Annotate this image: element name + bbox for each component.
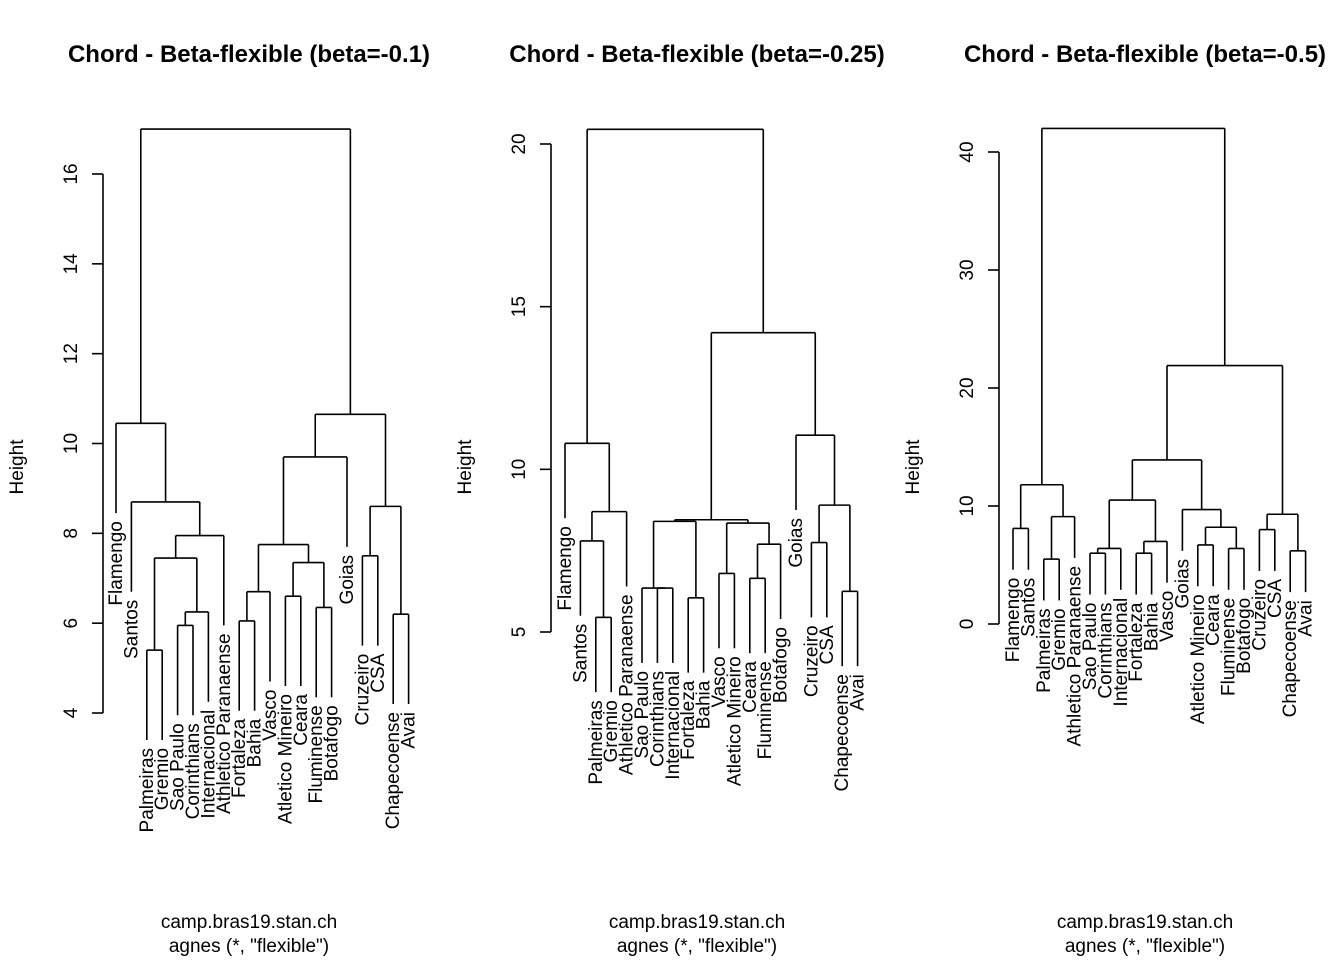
dendrogram-panel-1: Chord - Beta-flexible (beta=-0.1) Height c… bbox=[7, 41, 430, 957]
x-axis-label: camp.bras19.stan.ch bbox=[161, 912, 337, 933]
leaf-label: Gremio bbox=[601, 700, 622, 762]
leaf-label: Cruzeiro bbox=[801, 625, 822, 697]
leaf-label: Palmeiras bbox=[586, 700, 607, 784]
y-tick-label: 0 bbox=[957, 619, 978, 630]
panel-title: Chord - Beta-flexible (beta=-0.5) bbox=[964, 41, 1326, 68]
dendrogram-panel-3: Chord - Beta-flexible (beta=-0.5) Height c… bbox=[903, 41, 1326, 957]
y-tick-label: 30 bbox=[957, 259, 978, 280]
leaf-label: CSA bbox=[817, 625, 838, 664]
plot-subtitle: agnes (*, "flexible") bbox=[1065, 936, 1225, 957]
leaf-label: Santos bbox=[121, 600, 142, 659]
leaf-label: Atletico Mineiro bbox=[724, 656, 745, 786]
leaf-label: Sao Paulo bbox=[168, 723, 189, 811]
leaf-label: Ceara bbox=[1203, 594, 1224, 646]
leaf-label: Bahia bbox=[1142, 602, 1163, 651]
leaf-label: Botafogo bbox=[771, 627, 792, 703]
leaf-label: Fluminense bbox=[306, 705, 327, 803]
y-tick-label: 15 bbox=[509, 296, 530, 317]
leaf-label: Santos bbox=[1018, 578, 1039, 637]
leaf-label: Flamengo bbox=[106, 521, 127, 606]
leaf-label: Corinthians bbox=[183, 723, 204, 819]
y-tick-label: 5 bbox=[509, 627, 530, 638]
leaf-label: Athletico Paranaense bbox=[617, 594, 638, 775]
leaf-label: Sao Paulo bbox=[632, 671, 653, 759]
y-tick-label: 10 bbox=[509, 459, 530, 480]
leaf-label: Vasco bbox=[709, 656, 730, 707]
leaf-label: Fortaleza bbox=[1126, 602, 1147, 682]
y-tick-label: 4 bbox=[61, 707, 82, 718]
leaf-label: Flamengo bbox=[1003, 578, 1024, 663]
leaf-label: Gremio bbox=[1049, 608, 1070, 670]
panel-title: Chord - Beta-flexible (beta=-0.25) bbox=[509, 41, 884, 68]
leaf-label: Fluminense bbox=[755, 661, 776, 759]
leaf-label: Avai bbox=[399, 712, 420, 749]
leaf-label: Fortaleza bbox=[678, 680, 699, 760]
y-axis-label: Height bbox=[7, 439, 28, 495]
leaf-label: Goias bbox=[337, 555, 358, 605]
leaf-label: CSA bbox=[1265, 579, 1286, 618]
plot-subtitle: agnes (*, "flexible") bbox=[169, 936, 329, 957]
leaf-label: Corinthians bbox=[647, 671, 668, 767]
leaf-label: Goias bbox=[786, 518, 807, 568]
x-axis-label: camp.bras19.stan.ch bbox=[609, 912, 785, 933]
leaf-label: Ceara bbox=[291, 694, 312, 746]
y-tick-label: 20 bbox=[509, 133, 530, 154]
leaf-label: Botafogo bbox=[1234, 598, 1255, 674]
leaf-label: Corinthians bbox=[1095, 603, 1116, 699]
leaf-label: Palmeiras bbox=[137, 748, 158, 832]
y-axis-label: Height bbox=[455, 439, 476, 495]
leaf-label: Chapecoense bbox=[383, 712, 404, 829]
y-tick-label: 16 bbox=[61, 163, 82, 184]
leaf-label: Bahia bbox=[245, 718, 266, 767]
y-tick-label: 14 bbox=[61, 253, 82, 275]
y-tick-label: 40 bbox=[957, 141, 978, 162]
leaf-label: Chapecoense bbox=[1280, 600, 1301, 717]
y-tick-label: 6 bbox=[61, 618, 82, 629]
leaf-label: Goias bbox=[1172, 559, 1193, 609]
leaf-label: CSA bbox=[368, 653, 389, 692]
leaf-label: Internacional bbox=[198, 710, 219, 819]
leaf-label: Vasco bbox=[260, 690, 281, 741]
leaf-label: Cruzeiro bbox=[1249, 579, 1270, 651]
y-tick-label: 10 bbox=[957, 495, 978, 516]
leaf-label: Botafogo bbox=[322, 705, 343, 781]
leaf-label: Sao Paulo bbox=[1080, 603, 1101, 691]
leaf-label: Athletico Paranaense bbox=[1065, 566, 1086, 747]
y-axis-label: Height bbox=[903, 439, 924, 495]
leaf-label: Vasco bbox=[1157, 591, 1178, 642]
leaf-label: Fortaleza bbox=[229, 718, 250, 798]
leaf-label: Bahia bbox=[694, 680, 715, 729]
leaf-label: Internacional bbox=[663, 671, 684, 780]
leaf-label: Chapecoense bbox=[832, 674, 853, 791]
leaf-label: Athletico Paranaense bbox=[214, 633, 235, 814]
dendrogram-panel-2: Chord - Beta-flexible (beta=-0.25) Height… bbox=[455, 41, 885, 957]
leaf-label: Palmeiras bbox=[1034, 608, 1055, 692]
x-axis-label: camp.bras19.stan.ch bbox=[1057, 912, 1233, 933]
y-tick-label: 12 bbox=[61, 343, 82, 364]
leaf-label: Santos bbox=[570, 624, 591, 683]
y-tick-label: 8 bbox=[61, 528, 82, 539]
y-tick-label: 20 bbox=[957, 377, 978, 398]
panel-title: Chord - Beta-flexible (beta=-0.1) bbox=[68, 41, 430, 68]
leaf-label: Fluminense bbox=[1219, 598, 1240, 696]
leaf-label: Atletico Mineiro bbox=[275, 694, 296, 824]
plot-subtitle: agnes (*, "flexible") bbox=[617, 936, 777, 957]
leaf-label: Flamengo bbox=[555, 526, 576, 611]
leaf-label: Ceara bbox=[740, 661, 761, 713]
leaf-label: Gremio bbox=[152, 748, 173, 810]
leaf-label: Avai bbox=[848, 674, 869, 711]
y-tick-label: 10 bbox=[61, 433, 82, 454]
leaf-label: Cruzeiro bbox=[352, 654, 373, 726]
leaf-label: Avai bbox=[1296, 600, 1317, 637]
leaf-label: Atletico Mineiro bbox=[1188, 594, 1209, 724]
leaf-label: Internacional bbox=[1111, 598, 1132, 707]
